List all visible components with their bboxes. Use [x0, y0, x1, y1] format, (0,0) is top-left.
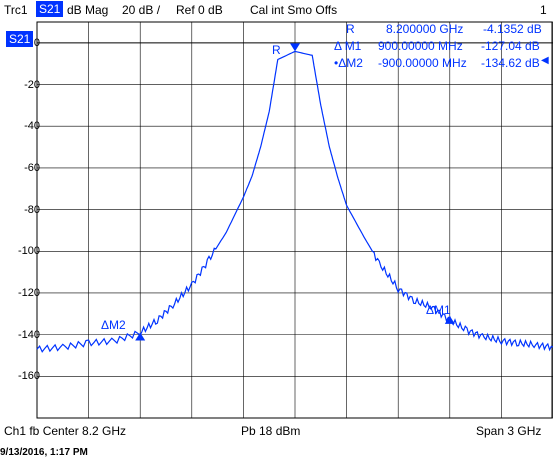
y-tick-label: 0 [33, 36, 40, 49]
center-frequency[interactable]: Ch1 fb Center 8.2 GHz [4, 424, 127, 438]
y-tick-label: -160 [17, 370, 40, 383]
marker-m2-value: -134.62 dB [481, 56, 540, 70]
y-tick-label: -20 [24, 78, 40, 91]
marker-r-value: -4.1352 dB [483, 22, 542, 36]
y-tick-label: -60 [24, 161, 40, 174]
grid [36, 21, 553, 419]
y-tick-label: -40 [24, 120, 40, 133]
marker-m1-label: ΔM1 [426, 303, 451, 317]
trace-label[interactable]: Trc1 [4, 3, 28, 17]
timestamp: 9/13/2016, 1:17 PM [0, 447, 88, 458]
s21-trace [36, 50, 553, 353]
marker-m2-triangle[interactable] [135, 332, 146, 341]
s-param-badge[interactable]: S21 [36, 1, 64, 17]
active-marker-pointer-icon: ◀ [541, 55, 549, 66]
marker-r-row: R [346, 22, 355, 36]
marker-m1-name: Δ M1 [334, 39, 362, 53]
marker-r-name: R [346, 22, 355, 36]
format-label[interactable]: dB Mag [67, 3, 109, 17]
trace-tag: S21 [6, 31, 34, 47]
marker-m2-label: ΔM2 [101, 318, 126, 332]
marker-r-triangle[interactable] [290, 43, 300, 52]
header-bar: Trc1 S21 dB Mag 20 dB / Ref 0 dB Cal int… [0, 0, 553, 22]
y-tick-label: -100 [17, 245, 40, 258]
marker-m1-freq: 900.00000 MHz [378, 39, 463, 53]
marker-r-freq: 8.200000 GHz [386, 22, 464, 36]
plot-border [36, 21, 553, 419]
channel-number: 1 [540, 3, 547, 17]
marker-m1-triangle[interactable] [444, 315, 455, 324]
marker-r-label: R [272, 43, 281, 57]
marker-m2-freq: -900.00000 MHz [378, 56, 467, 70]
y-tick-label: -140 [17, 328, 40, 341]
marker-m2-name: •ΔM2 [334, 56, 363, 70]
marker-m1-value: -127.04 dB [481, 39, 540, 53]
cal-status: Cal int Smo Offs [250, 3, 338, 17]
span-frequency[interactable]: Span 3 GHz [476, 424, 542, 438]
y-tick-label: -120 [17, 286, 40, 299]
ref-label[interactable]: Ref 0 dB [176, 3, 223, 17]
marker-symbols [135, 43, 455, 341]
scale-label[interactable]: 20 dB / [122, 3, 161, 17]
y-tick-label: -80 [24, 203, 40, 216]
power-level[interactable]: Pb 18 dBm [241, 424, 301, 438]
